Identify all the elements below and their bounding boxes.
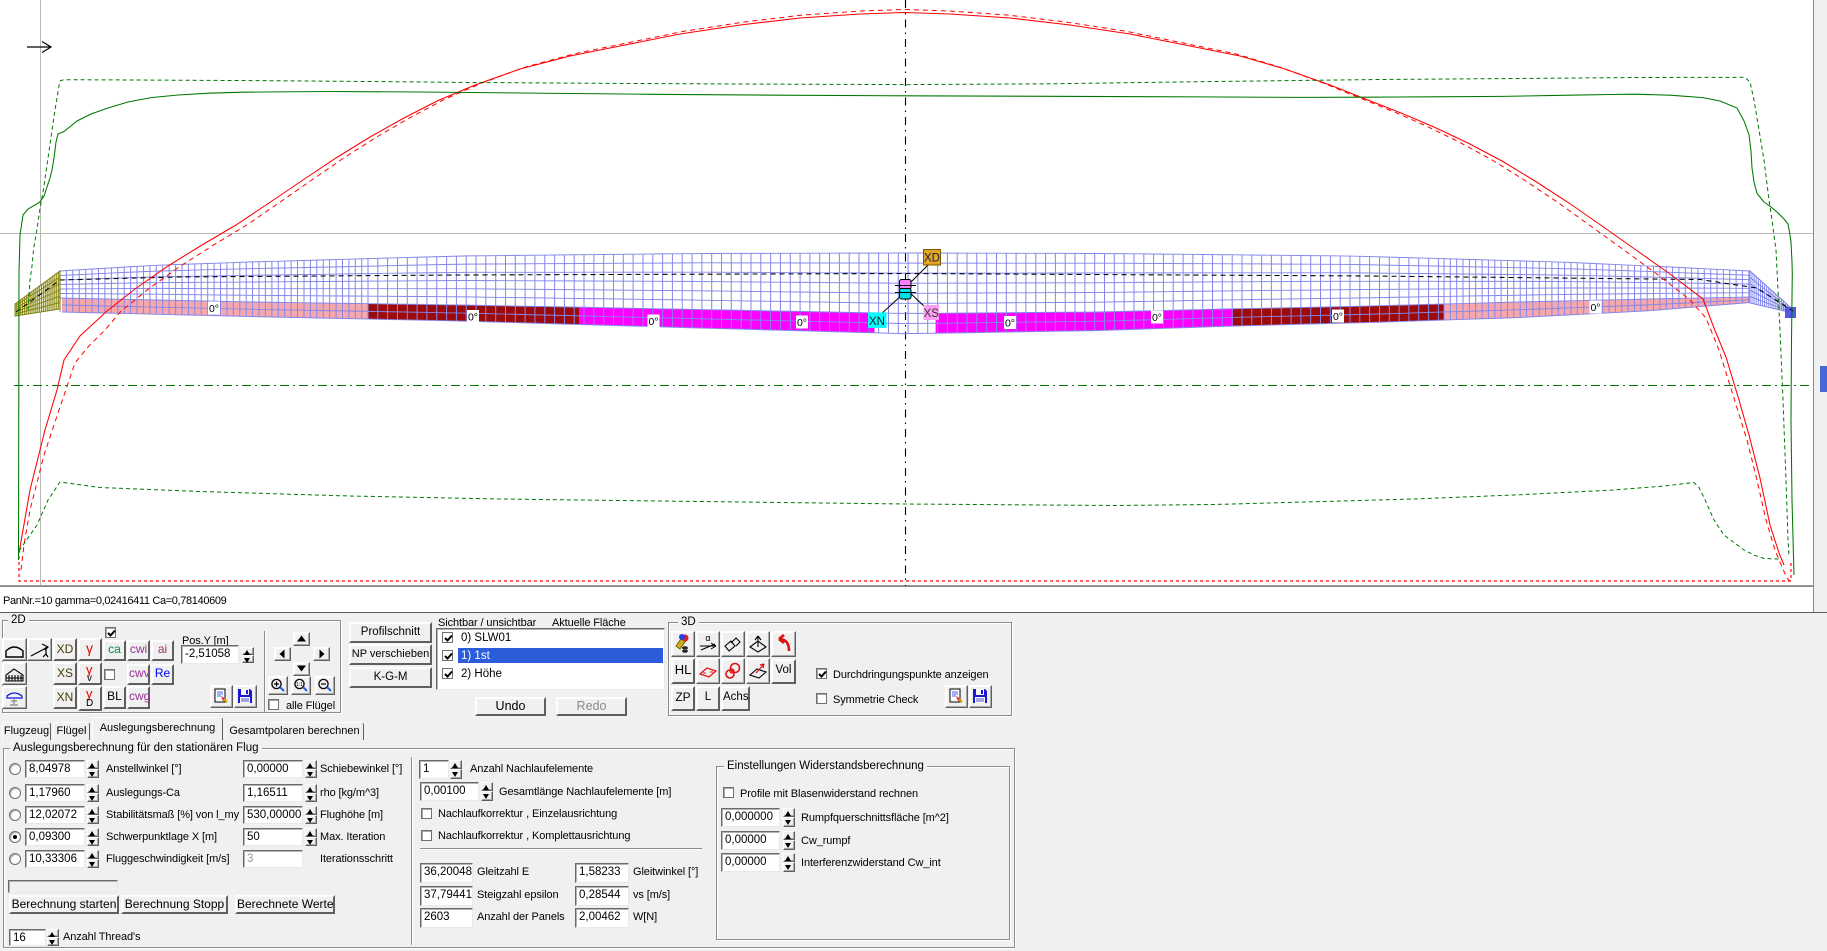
svg-text:0°: 0°	[648, 316, 658, 328]
svg-text:0°: 0°	[1590, 302, 1600, 314]
svg-text:0°: 0°	[1005, 317, 1015, 329]
svg-text:0°: 0°	[209, 303, 219, 315]
svg-text:1:1: 1:1	[296, 682, 303, 688]
svg-text:XN: XN	[869, 316, 885, 328]
svg-text:XS: XS	[924, 308, 940, 320]
svg-text:0°: 0°	[797, 317, 807, 329]
svg-text:α: α	[705, 633, 710, 643]
svg-text:0°: 0°	[1152, 312, 1162, 324]
svg-text:XD: XD	[924, 253, 940, 265]
svg-text:0°: 0°	[468, 311, 478, 323]
svg-text:0°: 0°	[1333, 311, 1343, 323]
